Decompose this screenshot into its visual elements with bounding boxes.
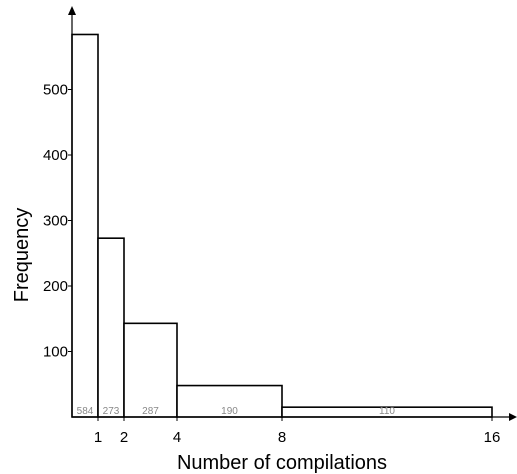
ticks-group: 1 2 4 8 16 100 200 300 400 500 xyxy=(43,82,500,447)
bar-data-label: 110 xyxy=(379,406,395,417)
x-tick-label: 16 xyxy=(484,429,501,446)
x-axis-arrow xyxy=(509,413,517,421)
bars-group xyxy=(71,33,493,418)
bar-287 xyxy=(123,322,178,418)
y-axis-title: Frequency xyxy=(11,208,33,303)
bar-data-label: 584 xyxy=(77,406,94,417)
data-labels-group: 584 273 287 190 110 xyxy=(77,406,396,417)
x-tick-label: 1 xyxy=(94,429,102,446)
bar-data-label: 273 xyxy=(103,406,120,417)
bar-190 xyxy=(176,384,283,418)
x-axis-title: Number of compilations xyxy=(177,452,387,474)
y-tick-label: 500 xyxy=(43,82,68,99)
y-tick-label: 300 xyxy=(43,213,68,230)
bar-273 xyxy=(97,237,125,418)
y-tick-label: 400 xyxy=(43,147,68,164)
axes-group xyxy=(68,6,517,421)
bar-584 xyxy=(71,33,99,418)
y-axis-arrow xyxy=(68,6,76,15)
x-tick-label: 2 xyxy=(120,429,128,446)
x-tick-label: 8 xyxy=(278,429,286,446)
y-tick-label: 100 xyxy=(43,344,68,361)
x-tick-label: 4 xyxy=(173,429,181,446)
y-tick-label: 200 xyxy=(43,278,68,295)
bar-data-label: 190 xyxy=(221,406,238,417)
bar-data-label: 287 xyxy=(142,406,159,417)
